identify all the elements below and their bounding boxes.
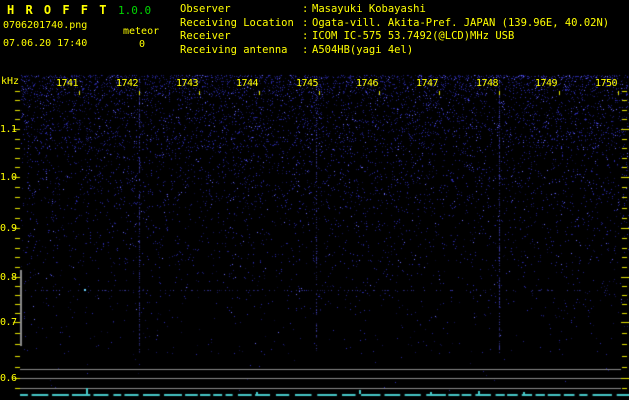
- info-label: Observer: [180, 3, 231, 15]
- info-separator: :: [302, 16, 309, 29]
- info-value: ICOM IC-575 53.7492(@LCD)MHz USB: [312, 30, 515, 42]
- info-label: Receiving Location: [180, 16, 294, 29]
- info-label: Receiving antenna: [180, 43, 288, 56]
- x-tick-label-1742: 1742: [116, 78, 139, 89]
- info-row-antenna: Receiving antenna : A504HB(yagi 4el): [180, 44, 609, 58]
- info-separator: :: [302, 3, 309, 15]
- y-axis-unit-label: kHz: [1, 76, 20, 87]
- info-row-receiver: Receiver : ICOM IC-575 53.7492(@LCD)MHz …: [180, 30, 609, 44]
- x-tick-label-1744: 1744: [236, 78, 259, 89]
- meteor-counter-label: meteor: [123, 26, 160, 37]
- y-tick-label-0.8: 0.8: [0, 272, 17, 283]
- info-value: A504HB(yagi 4el): [312, 43, 414, 56]
- y-tick-label-1.0: 1.0: [0, 172, 17, 183]
- y-tick-label-1.1: 1.1: [0, 124, 17, 135]
- info-separator: :: [302, 43, 309, 56]
- output-filename: 0706201740.png: [3, 20, 88, 31]
- info-row-observer: Observer : Masayuki Kobayashi: [180, 3, 609, 17]
- app-version: 1.0.0: [118, 4, 152, 17]
- x-tick-label-1745: 1745: [296, 78, 319, 89]
- info-separator: :: [302, 30, 309, 42]
- info-row-location: Receiving Location : Ogata-vill. Akita-P…: [180, 17, 609, 31]
- x-tick-label-1750: 1750: [595, 78, 618, 89]
- y-tick-label-0.6: 0.6: [0, 373, 17, 384]
- x-tick-label-1743: 1743: [176, 78, 199, 89]
- app-title: H R O F F T: [7, 3, 109, 17]
- x-tick-label-1747: 1747: [416, 78, 439, 89]
- info-value: Masayuki Kobayashi: [312, 3, 426, 15]
- x-tick-label-1748: 1748: [476, 78, 499, 89]
- meteor-counter-value: 0: [139, 39, 146, 50]
- info-value: Ogata-vill. Akita-Pref. JAPAN (139.96E, …: [312, 16, 610, 29]
- x-tick-label-1746: 1746: [356, 78, 379, 89]
- station-info: Observer : Masayuki Kobayashi Receiving …: [180, 3, 609, 57]
- y-tick-label-0.9: 0.9: [0, 223, 17, 234]
- y-tick-label-0.7: 0.7: [0, 317, 17, 328]
- x-tick-label-1749: 1749: [535, 78, 558, 89]
- info-label: Receiver: [180, 30, 231, 42]
- capture-datetime: 07.06.20 17:40: [3, 38, 88, 49]
- x-tick-label-1741: 1741: [56, 78, 79, 89]
